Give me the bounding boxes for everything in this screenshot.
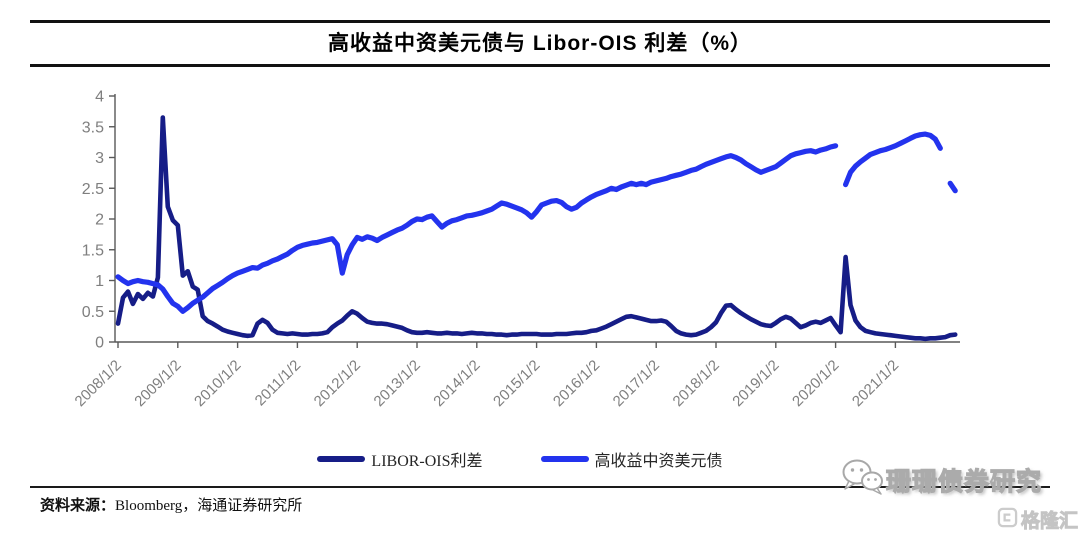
y-tick-label: 1: [95, 273, 104, 290]
source-note: 资料来源：Bloomberg，海通证券研究所: [40, 494, 302, 515]
legend-item-libor-ois: LIBOR-OIS利差: [317, 447, 483, 471]
legend-label-libor-ois: LIBOR-OIS利差: [371, 453, 483, 470]
y-tick-label: 0: [95, 335, 104, 352]
x-tick-label: 2008/1/2: [72, 357, 125, 410]
gelonghui-logo-icon: [997, 507, 1018, 533]
x-tick-label: 2020/1/2: [789, 357, 842, 410]
source-label: 资料来源：: [40, 498, 116, 514]
y-tick-label: 0.5: [82, 304, 104, 321]
x-tick-label: 2010/1/2: [191, 357, 244, 410]
watermark: 珊珊债券研究 格隆汇: [838, 456, 1080, 533]
x-tick-label: 2018/1/2: [670, 357, 723, 410]
y-tick-label: 3.5: [82, 119, 104, 136]
legend-swatch-libor-ois: [317, 456, 366, 462]
x-tick-label: 2015/1/2: [490, 357, 543, 410]
chart-title: 高收益中资美元债与 Libor-OIS 利差（%）: [328, 32, 752, 55]
x-tick-label: 2013/1/2: [371, 357, 424, 410]
legend-label-hy-bond: 高收益中资美元债: [594, 453, 723, 470]
chart-legend: LIBOR-OIS利差 高收益中资美元债: [0, 447, 1040, 471]
title-bottom-rule: [30, 64, 1050, 67]
x-tick-label: 2009/1/2: [131, 357, 184, 410]
x-tick-label: 2012/1/2: [311, 357, 364, 410]
title-top-rule: [30, 20, 1050, 23]
x-tick-label: 2016/1/2: [550, 357, 603, 410]
gelonghui-logo-text: 格隆汇: [1020, 511, 1079, 533]
x-tick-label: 2011/1/2: [252, 357, 305, 410]
series-line-1: [115, 131, 958, 314]
wechat-icon: [838, 456, 886, 503]
y-tick-label: 3: [95, 150, 104, 167]
legend-item-hy-bond: 高收益中资美元债: [540, 447, 723, 471]
watermark-brand-text: 珊珊债券研究: [885, 467, 1043, 496]
y-tick-label: 4: [95, 89, 104, 106]
legend-swatch-hy-bond: [540, 456, 589, 462]
x-tick-label: 2014/1/2: [430, 357, 483, 410]
source-value: Bloomberg，海通证券研究所: [115, 498, 303, 514]
y-tick-label: 2.5: [82, 181, 104, 198]
footer-rule: [30, 486, 1050, 488]
x-tick-label: 2019/1/2: [729, 357, 782, 410]
y-tick-label: 2: [95, 212, 104, 229]
x-tick-label: 2021/1/2: [849, 357, 902, 410]
y-tick-label: 1.5: [82, 242, 104, 259]
series-line-0: [115, 115, 958, 342]
x-tick-label: 2017/1/2: [610, 357, 663, 410]
